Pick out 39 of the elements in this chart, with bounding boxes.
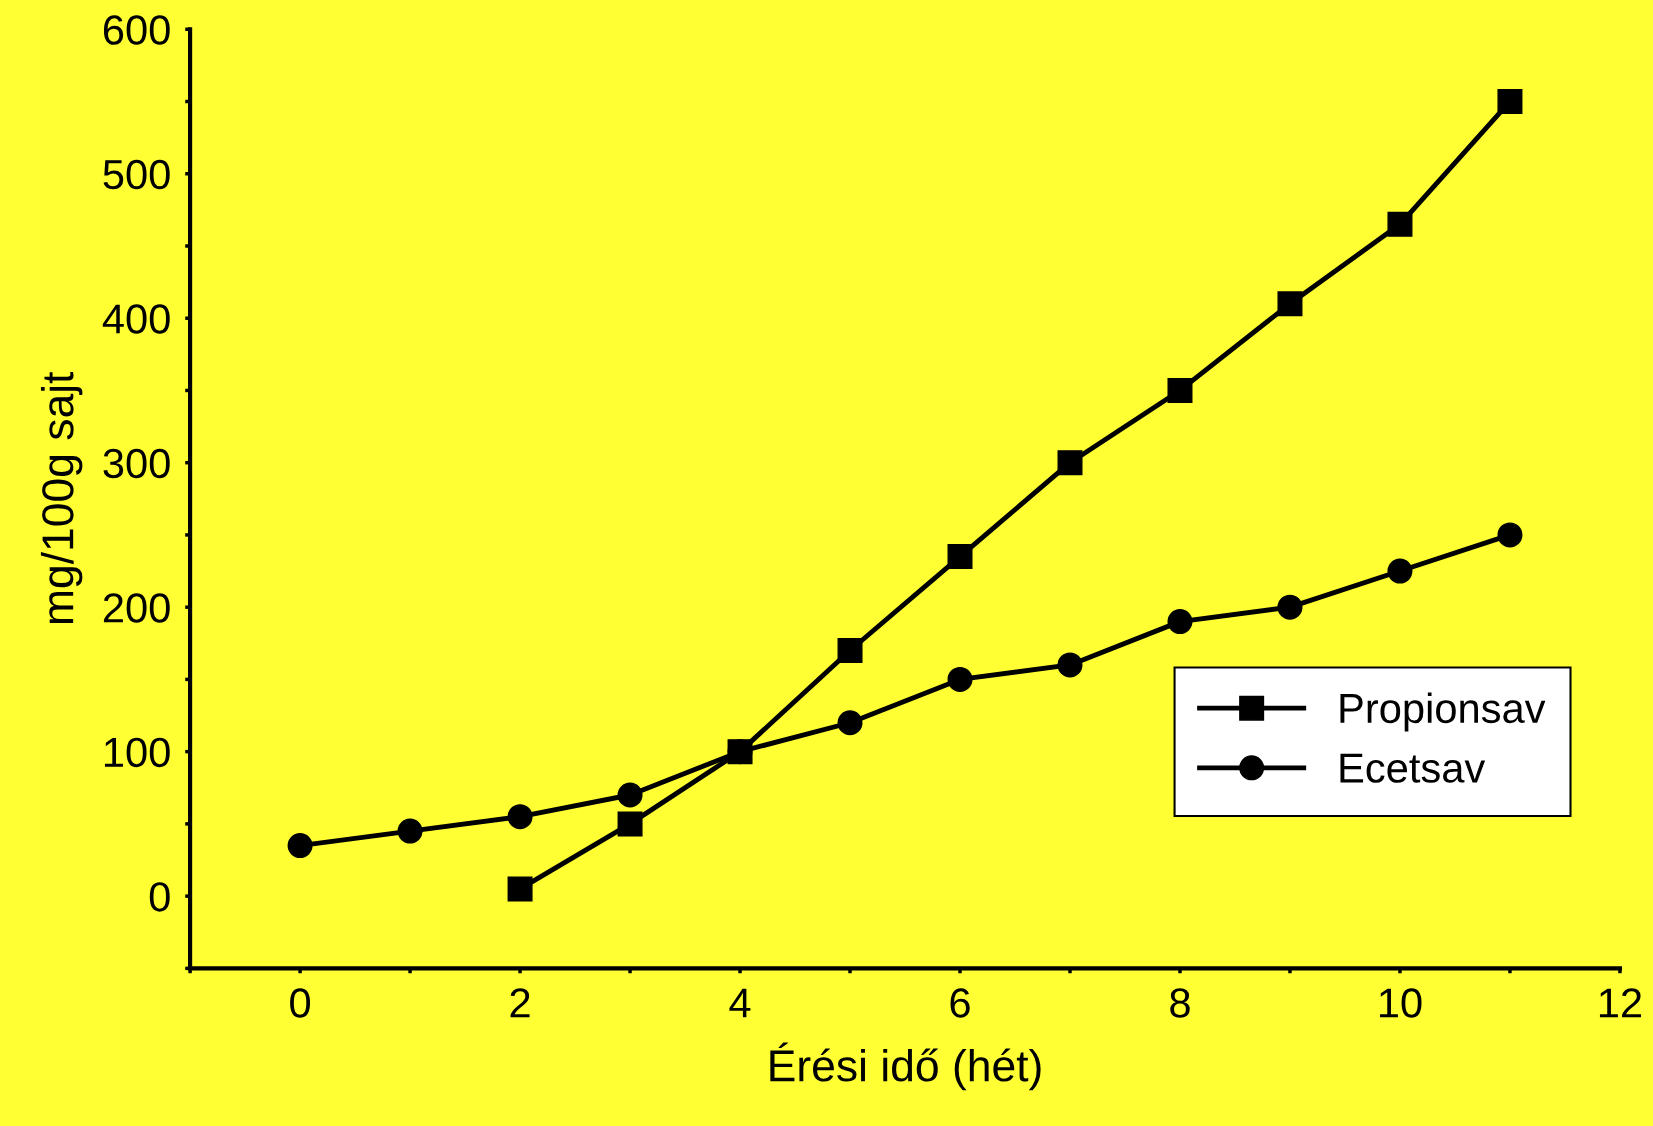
point [617,811,643,837]
point [1057,652,1083,678]
x-tick-label: 6 [950,988,970,1018]
point [287,833,313,859]
point [837,710,863,736]
point [837,638,863,664]
point [1277,594,1303,620]
x-tick-label: 4 [729,988,751,1018]
x-axis-title: Érési idő (hét) [770,1042,1041,1091]
point [1387,211,1413,237]
point [1497,522,1523,548]
y-tick-label: 300 [103,448,170,479]
point [1167,609,1193,635]
x-tick-label: 0 [290,988,311,1018]
point [1057,450,1083,476]
point [1277,291,1303,317]
point [507,876,533,902]
legend-label: Propionsav [1340,692,1546,732]
y-tick-label: 500 [103,159,170,190]
point [617,782,643,808]
point [1387,558,1413,584]
y-axis-title: mg/100g sajt [40,371,83,624]
point [947,544,973,570]
x-tick-label: 8 [1170,988,1190,1018]
y-tick-label: 0 [149,882,170,912]
x-tick-label: 12 [1599,988,1642,1018]
point [507,804,533,830]
y-tick-label: 100 [105,737,170,768]
y-tick-label: 400 [102,304,170,334]
x-tick-label: 2 [510,988,530,1018]
legend-label: Ecetsav [1340,753,1486,783]
y-tick-label: 200 [103,593,170,623]
point [397,818,423,844]
point [727,739,753,765]
point [1167,377,1193,403]
point [947,666,973,692]
point [1497,89,1523,115]
x-tick-label: 10 [1379,988,1422,1018]
y-tick-label: 600 [103,15,170,45]
